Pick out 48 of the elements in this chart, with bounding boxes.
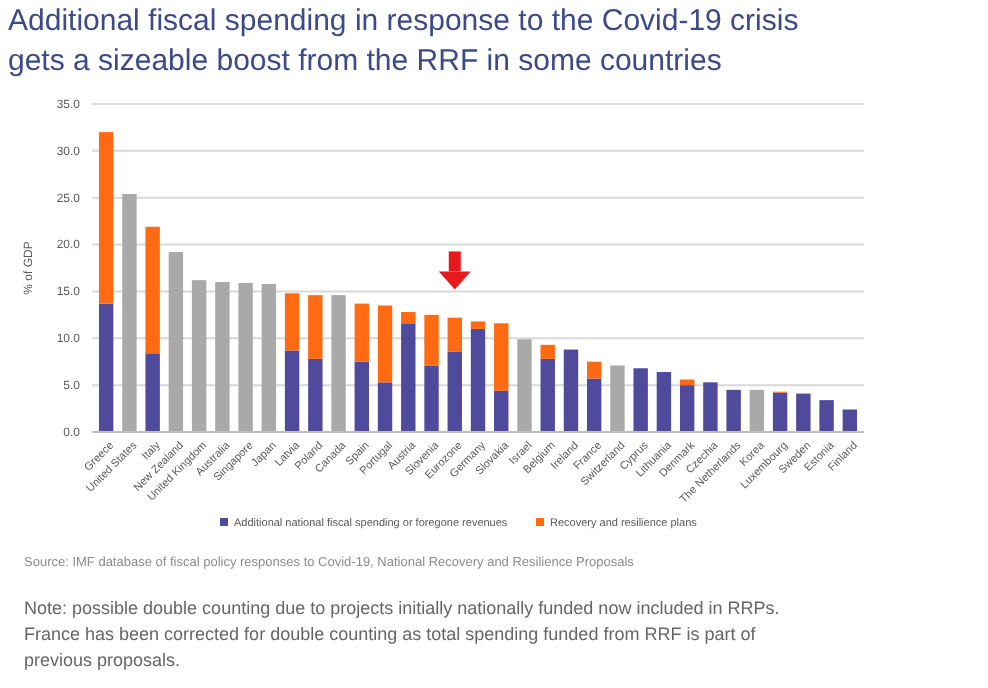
bar <box>98 303 114 432</box>
bar <box>819 400 834 432</box>
bar <box>447 317 462 352</box>
bar <box>308 358 323 432</box>
bar <box>726 389 741 432</box>
text: Note: possible double counting due to projects initially nationally funded now included in RRPs. France has been corrected for double counting as total spending funded from RRF is part of previous proposals. <box>24 598 780 670</box>
bar <box>517 339 532 432</box>
bar <box>401 323 416 432</box>
bar <box>424 365 439 432</box>
bar <box>586 378 602 432</box>
bar <box>331 295 346 432</box>
bar <box>796 393 811 432</box>
bar <box>494 390 509 432</box>
chart-title: Additional fiscal spending in response to the Covid-19 crisis gets a sizeable boost from the RRF in some countries <box>8 4 799 78</box>
bar <box>122 193 137 432</box>
bar <box>703 382 718 432</box>
bar <box>308 295 323 359</box>
bar <box>679 385 695 432</box>
bar <box>145 353 160 432</box>
bar <box>470 328 486 432</box>
bar <box>215 282 230 432</box>
bar <box>772 392 788 432</box>
bar <box>424 314 439 366</box>
bar <box>168 252 184 432</box>
bar <box>633 368 648 432</box>
bar <box>610 365 625 432</box>
bar <box>191 280 207 432</box>
bar <box>145 226 160 354</box>
bar <box>586 361 602 379</box>
bar <box>261 283 277 432</box>
bar <box>540 358 555 432</box>
bar <box>447 351 462 432</box>
bar <box>494 323 509 391</box>
bar <box>656 372 672 432</box>
bar <box>401 312 416 324</box>
bar <box>540 344 555 359</box>
bar <box>377 382 393 432</box>
bar <box>354 361 370 432</box>
bar <box>749 389 765 432</box>
bar <box>563 349 579 432</box>
bar <box>842 409 858 432</box>
bar <box>470 321 486 329</box>
bar <box>284 350 300 432</box>
bar <box>238 282 253 432</box>
bar <box>98 132 114 304</box>
bar <box>377 305 393 383</box>
bar <box>284 293 300 351</box>
bar <box>354 303 370 362</box>
